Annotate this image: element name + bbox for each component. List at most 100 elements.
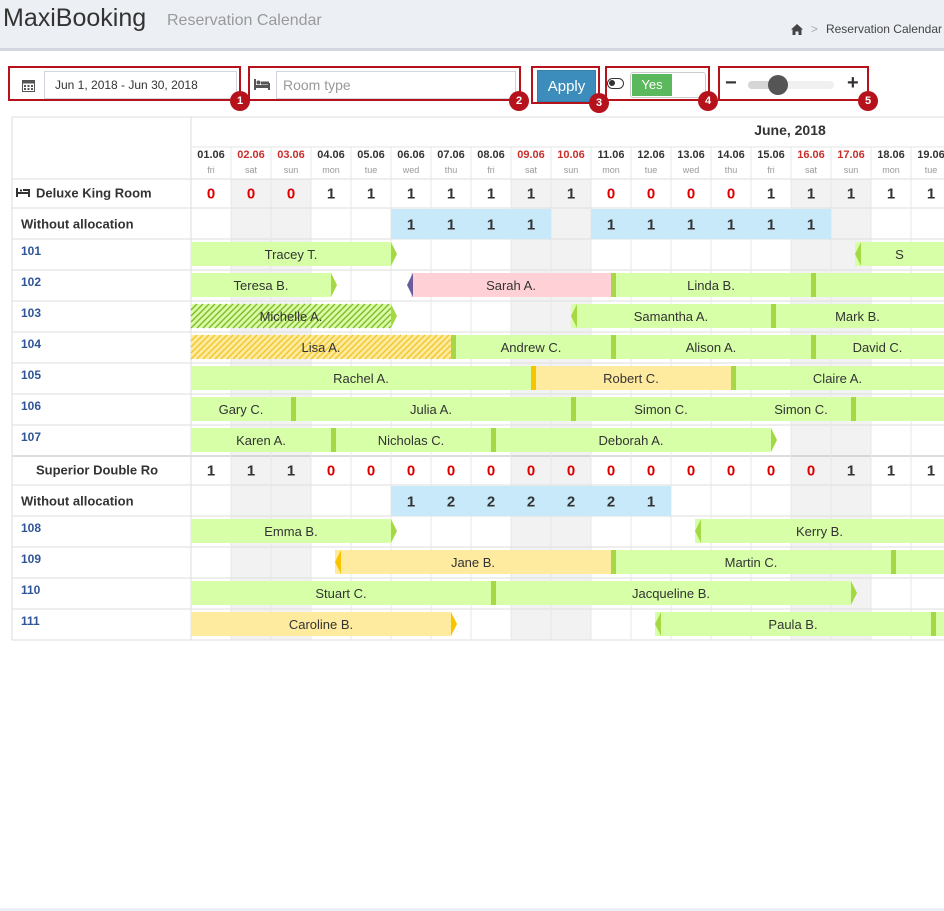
booking-bar[interactable] (190, 334, 452, 360)
booking-bar[interactable] (191, 273, 337, 297)
day-weekday-label: wed (682, 165, 700, 175)
booking-guest-name[interactable]: Sarah A. (486, 278, 536, 293)
availability-count: 0 (207, 186, 215, 203)
booking-guest-name[interactable]: Kerry B. (796, 524, 843, 539)
booking-guest-name[interactable]: Julia A. (410, 402, 452, 417)
booking-guest-name[interactable]: Caroline B. (289, 617, 353, 632)
booking-guest-name[interactable]: Gary C. (219, 402, 264, 417)
booking-guest-name[interactable]: Rachel A. (333, 371, 389, 386)
booking-guest-name[interactable]: S (895, 247, 904, 262)
apply-button[interactable]: Apply (537, 70, 596, 102)
zoom-slider-handle[interactable] (768, 75, 789, 95)
booking-guest-name[interactable]: Alison A. (686, 340, 737, 355)
booking-bar[interactable] (191, 397, 291, 421)
booking-bar[interactable] (191, 581, 491, 605)
availability-count: 0 (327, 463, 335, 480)
booking-guest-name[interactable]: Robert C. (603, 371, 659, 386)
unallocated-cell (511, 486, 551, 516)
booking-guest-name[interactable]: Andrew C. (501, 340, 562, 355)
booking-start-marker (611, 550, 616, 574)
breadcrumb-current: Reservation Calendar (825, 22, 942, 36)
booking-guest-name[interactable]: Samantha A. (634, 309, 708, 324)
booking-bar[interactable] (571, 397, 751, 421)
highlight-box-4 (605, 66, 710, 101)
booking-bar[interactable] (331, 428, 491, 452)
booking-bar[interactable] (751, 397, 851, 421)
booking-bar[interactable] (407, 273, 611, 297)
booking-bar[interactable] (571, 304, 771, 328)
booking-start-marker (611, 273, 616, 297)
home-icon[interactable] (790, 23, 803, 35)
room-type-filter[interactable] (252, 71, 516, 99)
date-range-picker[interactable] (12, 71, 237, 99)
booking-bar[interactable] (695, 519, 944, 543)
availability-count: 0 (447, 463, 455, 480)
booking-start-marker (851, 397, 856, 421)
booking-bar[interactable] (531, 366, 731, 390)
availability-count: 0 (687, 186, 695, 203)
booking-guest-name[interactable]: Claire A. (813, 371, 862, 386)
booking-guest-name[interactable]: Jacqueline B. (632, 586, 710, 601)
zoom-slider[interactable] (748, 75, 834, 95)
booking-guest-name[interactable]: Tracey T. (265, 247, 318, 262)
booking-bar[interactable] (611, 335, 811, 359)
booking-guest-name[interactable]: Karen A. (236, 433, 286, 448)
booking-bar[interactable] (191, 612, 457, 636)
booking-bar-fill (751, 397, 851, 421)
booking-bar[interactable] (291, 397, 571, 421)
booking-guest-name[interactable]: Simon C. (774, 402, 827, 417)
booking-bar[interactable] (191, 428, 331, 452)
booking-guest-name[interactable]: Lisa A. (301, 340, 340, 355)
booking-arrow-right-icon (771, 428, 777, 452)
booking-bar[interactable] (191, 242, 397, 266)
zoom-out-icon[interactable]: − (725, 72, 737, 94)
date-range-input[interactable] (44, 71, 237, 99)
booking-bar[interactable] (811, 273, 944, 297)
booking-guest-name[interactable]: David C. (853, 340, 903, 355)
show-unallocated-toggle[interactable]: Yes (630, 72, 706, 98)
booking-guest-name[interactable]: Mark B. (835, 309, 880, 324)
booking-bar[interactable] (931, 612, 944, 636)
zoom-in-icon[interactable]: + (847, 72, 859, 94)
booking-bar[interactable] (611, 550, 891, 574)
booking-guest-name[interactable]: Paula B. (768, 617, 817, 632)
booking-guest-name[interactable]: Simon C. (634, 402, 687, 417)
booking-guest-name[interactable]: Nicholas C. (378, 433, 444, 448)
booking-guest-name[interactable]: Emma B. (264, 524, 317, 539)
booking-guest-name[interactable]: Teresa B. (234, 278, 289, 293)
day-date-label: 06.06 (397, 149, 425, 161)
booking-guest-name[interactable]: Martin C. (725, 555, 778, 570)
booking-guest-name[interactable]: Michelle A. (260, 309, 323, 324)
room-number: 106 (21, 399, 41, 413)
booking-bar[interactable] (851, 397, 944, 421)
unallocated-count: 1 (647, 217, 655, 234)
booking-bar[interactable] (491, 428, 777, 452)
booking-guest-name[interactable]: Linda B. (687, 278, 735, 293)
booking-guest-name[interactable]: Jane B. (451, 555, 495, 570)
booking-guest-name[interactable]: Stuart C. (315, 586, 366, 601)
room-type-input[interactable] (276, 71, 516, 99)
booking-bar[interactable] (191, 366, 531, 390)
toggle-on-label: Yes (632, 74, 672, 96)
booking-bar[interactable] (491, 581, 857, 605)
booking-bar[interactable] (731, 366, 944, 390)
unallocated-cell (431, 209, 471, 239)
day-weekday-label: tue (925, 165, 938, 175)
booking-bar[interactable] (190, 303, 397, 329)
booking-arrow-left-icon (335, 550, 341, 574)
booking-arrow-left-icon (655, 612, 661, 636)
booking-bar[interactable] (891, 550, 944, 574)
booking-bar[interactable] (335, 550, 611, 574)
unallocated-count: 1 (487, 217, 495, 234)
booking-bar[interactable] (451, 335, 611, 359)
booking-guest-name[interactable]: Deborah A. (598, 433, 663, 448)
booking-bar-fill (771, 304, 944, 328)
booking-bar[interactable] (191, 519, 397, 543)
booking-bar[interactable] (655, 612, 931, 636)
booking-bar[interactable] (811, 335, 944, 359)
booking-bar[interactable] (855, 242, 944, 266)
booking-bar[interactable] (611, 273, 811, 297)
room-number: 102 (21, 275, 41, 289)
day-date-label: 19.06 (917, 149, 944, 161)
booking-bar[interactable] (771, 304, 944, 328)
